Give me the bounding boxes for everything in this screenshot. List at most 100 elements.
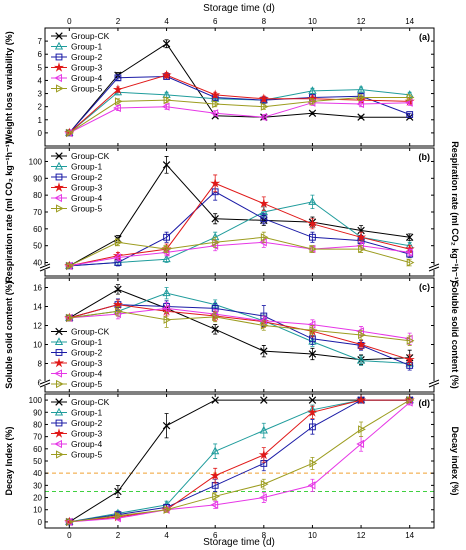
data-point	[358, 330, 366, 340]
legend-label: Group-1	[71, 42, 102, 52]
legend-label: Group-1	[71, 337, 102, 347]
series-line	[68, 43, 410, 134]
y-axis-label-right: Decay index (%)	[450, 426, 460, 495]
legend-marker	[55, 349, 63, 356]
panel-frame	[44, 27, 435, 147]
series-group-ck	[65, 284, 414, 366]
series-line	[69, 102, 410, 134]
data-point	[212, 99, 220, 109]
legend-marker	[53, 62, 65, 72]
data-point	[161, 69, 172, 80]
data-point	[259, 113, 267, 122]
data-point	[358, 425, 366, 434]
y-tick-label: 5	[38, 63, 43, 72]
data-point	[258, 198, 269, 208]
legend-marker	[56, 379, 64, 389]
data-point	[211, 325, 219, 334]
data-point	[357, 113, 365, 121]
data-point	[357, 226, 365, 235]
data-point	[260, 396, 268, 404]
series-group-3	[64, 394, 415, 527]
y-tick-label: 0	[38, 129, 43, 138]
data-point	[161, 102, 170, 111]
data-point	[113, 253, 121, 262]
axis-break-mask	[429, 381, 439, 386]
x-tick-label: 0	[67, 531, 72, 540]
data-point	[212, 312, 220, 322]
data-point	[210, 178, 221, 188]
y-tick-label: 40	[33, 469, 42, 478]
y-tick-label: 2	[38, 103, 43, 112]
x-tick-label: 12	[357, 531, 366, 540]
data-point	[162, 254, 171, 263]
data-point	[210, 109, 219, 118]
series-line	[69, 191, 410, 267]
data-point	[307, 406, 318, 417]
data-point	[259, 316, 267, 325]
legend-label: Group-4	[71, 369, 102, 379]
data-point	[162, 161, 171, 169]
data-point	[406, 395, 415, 405]
data-point	[308, 86, 317, 94]
data-point	[309, 326, 318, 335]
data-point	[211, 396, 219, 404]
y-tick-label: 90	[33, 174, 42, 183]
x-tick-label: 2	[116, 531, 121, 540]
error-bar	[359, 329, 364, 341]
error-bar	[164, 231, 169, 243]
legend-marker	[56, 450, 64, 459]
axis-break	[428, 379, 440, 388]
axis-break	[39, 379, 51, 388]
error-bar	[213, 443, 218, 459]
data-point	[260, 102, 269, 111]
series-group-2	[65, 396, 414, 526]
legend-marker	[54, 369, 62, 378]
data-point	[113, 514, 121, 523]
legend-marker	[55, 398, 63, 406]
panel-label: (b)	[419, 152, 431, 162]
data-point	[356, 439, 365, 449]
x-tick-label: 8	[262, 531, 267, 540]
series-group-5	[66, 93, 415, 138]
data-point	[162, 421, 171, 430]
series-group-ck	[65, 396, 414, 526]
data-point	[210, 500, 219, 509]
series-line	[69, 399, 410, 523]
x-tick-label: 6	[213, 531, 218, 540]
data-point	[114, 74, 122, 82]
series-line	[69, 201, 410, 267]
error-bar	[213, 236, 218, 248]
x-tick-label-top: 4	[164, 17, 169, 26]
data-point	[114, 487, 122, 496]
data-point	[162, 288, 171, 297]
data-point	[259, 425, 268, 434]
y-axis-label: Weight loss variability (%)	[4, 31, 14, 142]
series-line	[69, 236, 410, 267]
panel-label: (d)	[419, 398, 431, 408]
legend-label: Group-2	[71, 172, 102, 182]
legend: Group-CKGroup-1Group-2Group-3Group-4Grou…	[51, 397, 110, 460]
y-axis-label: Soluble solid content (%)	[4, 281, 14, 389]
axis-break-mask	[429, 265, 439, 270]
y-tick-label: 100	[29, 157, 43, 166]
series-line	[69, 310, 410, 342]
data-point	[358, 93, 366, 102]
bottom-xlabel: Storage time (d)	[203, 537, 275, 548]
y-tick-label: 70	[33, 433, 42, 442]
data-point	[259, 238, 267, 247]
data-point	[356, 355, 366, 364]
legend-label: Group-5	[71, 379, 102, 389]
y-tick-label: 80	[33, 191, 42, 200]
panel-1: 40 50 60 70 80 90 100 Respiration rate (ml CO₂ …	[4, 141, 460, 283]
data-point	[210, 89, 221, 100]
data-point	[358, 244, 366, 254]
y-axis-label-right: Soluble solid content (%)	[450, 281, 460, 389]
data-point	[114, 238, 123, 247]
data-point	[355, 394, 367, 405]
series-line	[69, 288, 410, 361]
x-tick-label: 4	[164, 531, 169, 540]
data-point	[260, 233, 269, 242]
legend-label: Group-3	[71, 183, 102, 193]
series-line	[69, 399, 410, 523]
